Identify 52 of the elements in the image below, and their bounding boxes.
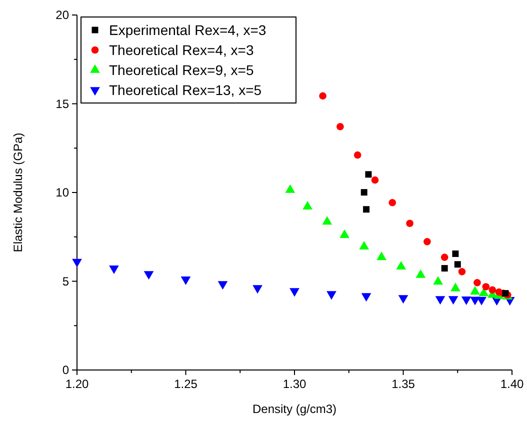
- point: [319, 92, 326, 100]
- point: [424, 238, 431, 246]
- point: [285, 184, 296, 193]
- x-tick-label: 1.30: [282, 377, 306, 391]
- point: [218, 281, 228, 290]
- x-tick-label: 1.25: [174, 377, 198, 391]
- point: [326, 291, 336, 300]
- x-tick-label: 1.35: [392, 377, 416, 391]
- point: [440, 254, 448, 261]
- point: [461, 296, 472, 306]
- point: [290, 288, 300, 297]
- y-tick-label: 0: [62, 363, 70, 377]
- y-tick-label: 20: [56, 8, 70, 22]
- point: [180, 276, 191, 285]
- y-axis-title: Elastic Modulus (GPa): [11, 132, 25, 252]
- x-tick-label: 1.20: [65, 377, 89, 391]
- point: [336, 123, 344, 130]
- x-tick-label: 1.40: [500, 377, 524, 391]
- y-tick-label: 10: [56, 186, 70, 200]
- point: [360, 189, 368, 196]
- point: [454, 261, 461, 268]
- point: [72, 258, 82, 268]
- y-tick-label: 15: [56, 96, 70, 111]
- point: [482, 283, 490, 290]
- point: [474, 279, 481, 286]
- point: [109, 265, 119, 274]
- point: [371, 176, 379, 184]
- point: [388, 198, 396, 206]
- point: [452, 250, 459, 257]
- legend-label: Theoretical Rex=9, x=5: [109, 62, 254, 78]
- point: [476, 296, 486, 306]
- point: [502, 290, 509, 297]
- point: [361, 293, 372, 302]
- legend-label: Theoretical Rex=4, x=3: [109, 42, 254, 58]
- point: [458, 268, 466, 276]
- point: [354, 151, 362, 159]
- point: [406, 220, 414, 228]
- point: [435, 296, 446, 305]
- legend-label: Experimental Rex=4, x=3: [109, 22, 266, 38]
- point: [488, 286, 496, 294]
- point: [448, 296, 458, 305]
- point: [252, 285, 262, 294]
- point: [398, 295, 408, 304]
- x-axis-title: Density (g/cm3): [252, 402, 337, 416]
- point: [441, 265, 448, 272]
- point: [363, 206, 370, 213]
- point: [144, 271, 154, 280]
- point: [365, 171, 372, 178]
- point: [470, 296, 480, 306]
- legend-label: Theoretical Rex=13, x=5: [109, 82, 262, 98]
- point: [302, 201, 312, 210]
- y-tick-label: 5: [62, 274, 70, 288]
